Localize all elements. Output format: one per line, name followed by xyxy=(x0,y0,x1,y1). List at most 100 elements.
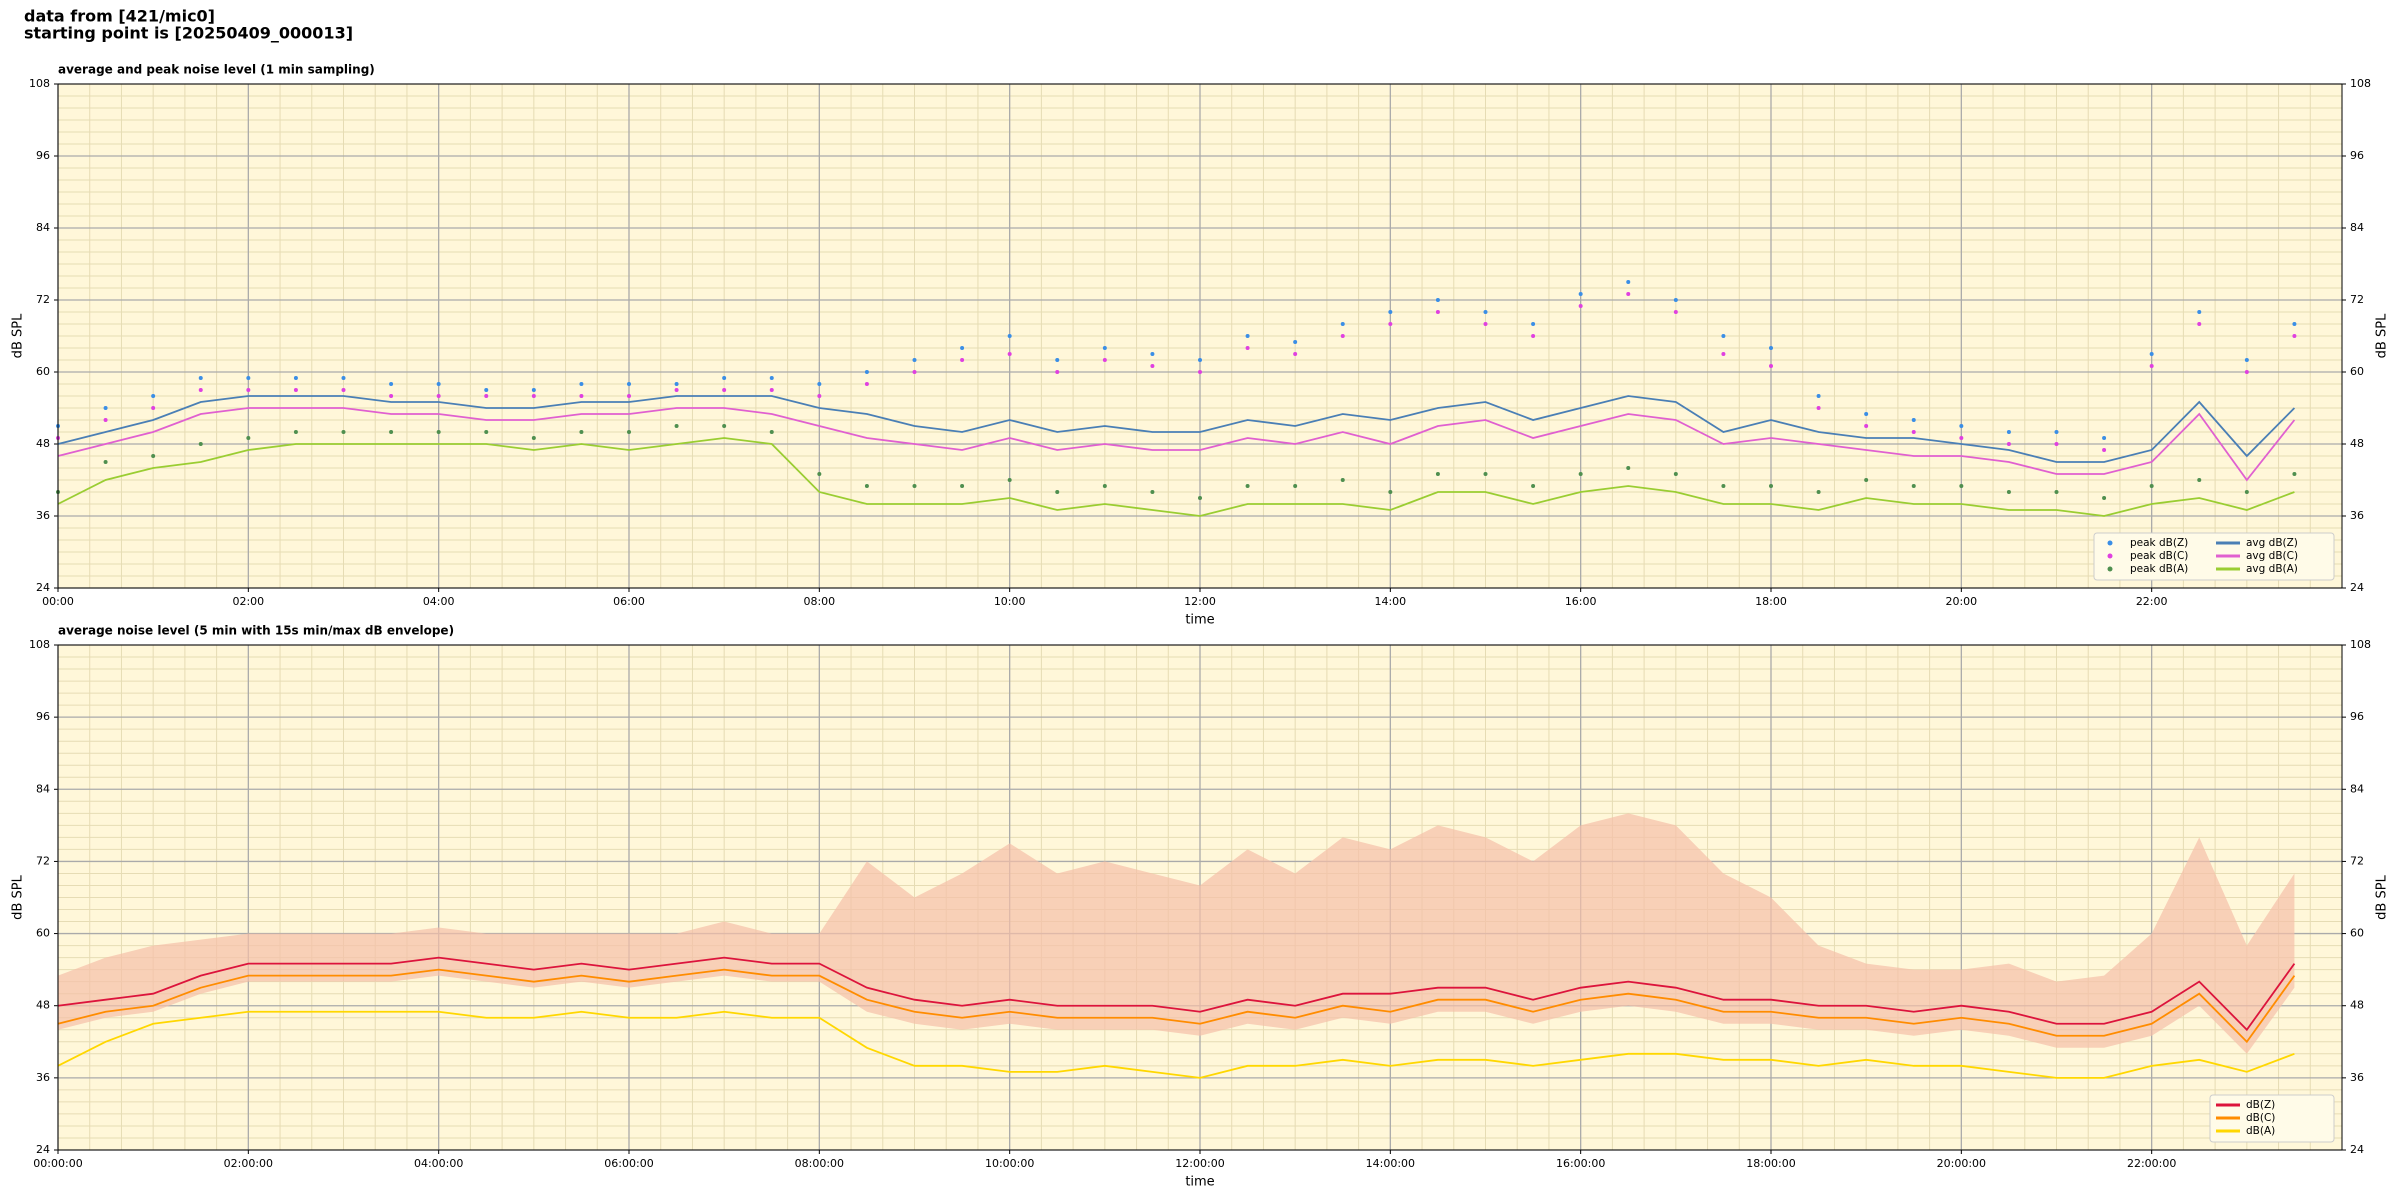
peak-point xyxy=(769,376,774,380)
y2-tick-label: 72 xyxy=(2350,293,2364,306)
peak-point xyxy=(1626,292,1631,296)
y-tick-label: 36 xyxy=(36,1071,50,1084)
peak-point xyxy=(1435,472,1440,476)
peak-point xyxy=(1102,358,1107,362)
peak-point xyxy=(912,484,917,488)
peak-point xyxy=(627,382,631,386)
peak-point xyxy=(579,382,584,386)
peak-point xyxy=(674,424,679,428)
peak-point xyxy=(864,484,869,488)
peak-point xyxy=(579,430,584,434)
peak-point xyxy=(2102,448,2107,452)
y2-axis-label: dB SPL xyxy=(2375,313,2390,358)
legend-box xyxy=(2093,532,2335,581)
peak-point xyxy=(1388,322,1393,326)
y-axis-label: dB SPL xyxy=(11,874,26,919)
peak-point xyxy=(1816,490,1821,494)
series-line xyxy=(57,956,2296,1032)
peak-point xyxy=(1198,358,1202,362)
peak-point xyxy=(2197,322,2202,326)
y-tick-label: 24 xyxy=(36,1143,50,1156)
y-axis-label: dB SPL xyxy=(11,313,26,358)
x-tick-label: 04:00:00 xyxy=(414,1157,463,1170)
peak-point xyxy=(2197,310,2202,314)
x-tick-label: 12:00:00 xyxy=(1175,1157,1224,1170)
peak-point xyxy=(103,406,108,410)
chart-title: average noise level (5 min with 15s min/… xyxy=(58,624,454,638)
peak-point xyxy=(1531,334,1536,338)
legend-label: avg dB(Z) xyxy=(2246,537,2298,549)
peak-point xyxy=(2197,478,2202,482)
y2-tick-label: 96 xyxy=(2350,710,2364,723)
peak-point xyxy=(1911,430,1916,434)
x-tick-label: 04:00 xyxy=(423,595,455,608)
peak-point xyxy=(2292,322,2297,326)
peak-point xyxy=(912,358,917,362)
x-tick-label: 20:00 xyxy=(1945,595,1977,608)
y-tick-label: 60 xyxy=(36,927,50,940)
envelope-area xyxy=(58,813,2295,1054)
peak-point xyxy=(1959,484,1964,488)
peak-point xyxy=(1435,298,1440,302)
y-tick-label: 60 xyxy=(36,365,50,378)
peak-point xyxy=(627,430,631,434)
peak-point xyxy=(1769,346,1773,350)
x-axis-label: time xyxy=(1185,613,1214,628)
peak-point xyxy=(2006,430,2011,434)
y-tick-label: 96 xyxy=(36,710,50,723)
peak-point xyxy=(722,388,727,392)
peak-point xyxy=(246,436,251,440)
peak-point xyxy=(1531,322,1536,326)
peak-point xyxy=(912,370,917,374)
peak-point xyxy=(1721,352,1726,356)
peak-point xyxy=(484,394,489,398)
peak-point xyxy=(389,430,394,434)
peak-point xyxy=(1864,478,1869,482)
peak-point xyxy=(1721,484,1726,488)
peak-point xyxy=(627,394,631,398)
header-line: data from [421/mic0] xyxy=(24,7,215,26)
peak-point xyxy=(1055,370,1060,374)
peak-point xyxy=(293,430,298,434)
peak-point xyxy=(769,388,774,392)
peak-point xyxy=(1816,406,1821,410)
peak-point xyxy=(960,484,965,488)
y2-tick-label: 36 xyxy=(2350,1071,2364,1084)
peak-point xyxy=(1578,292,1583,296)
peak-point xyxy=(1055,490,1060,494)
peak-point xyxy=(1816,394,1821,398)
peak-point xyxy=(579,394,584,398)
peak-point xyxy=(674,388,679,392)
y2-tick-label: 60 xyxy=(2350,927,2364,940)
x-tick-label: 00:00 xyxy=(42,595,74,608)
peak-point xyxy=(1293,352,1298,356)
y2-tick-label: 36 xyxy=(2350,509,2364,522)
peak-point xyxy=(1721,334,1726,338)
peak-point xyxy=(864,382,869,386)
y-tick-label: 108 xyxy=(29,77,50,90)
peak-point xyxy=(246,388,251,392)
legend-label: dB(A) xyxy=(2246,1125,2275,1137)
peak-point xyxy=(103,418,108,422)
peak-point xyxy=(436,430,441,434)
x-tick-label: 14:00:00 xyxy=(1366,1157,1415,1170)
series-line xyxy=(57,1010,2295,1079)
legend-label: dB(C) xyxy=(2246,1112,2275,1124)
peak-point xyxy=(246,376,251,380)
x-tick-label: 06:00:00 xyxy=(604,1157,653,1170)
legend-label: avg dB(C) xyxy=(2246,550,2298,562)
peak-point xyxy=(484,430,489,434)
peak-point xyxy=(1769,364,1773,368)
peak-point xyxy=(1150,364,1155,368)
peak-point xyxy=(1293,484,1298,488)
peak-point xyxy=(2054,430,2059,434)
peak-point xyxy=(1198,496,1202,500)
peak-point xyxy=(2292,472,2297,476)
peak-point xyxy=(1531,484,1536,488)
peak-point xyxy=(389,382,394,386)
peak-point xyxy=(722,424,727,428)
y2-tick-label: 96 xyxy=(2350,149,2364,162)
peak-point xyxy=(198,442,203,446)
x-tick-label: 16:00 xyxy=(1565,595,1597,608)
y2-tick-label: 108 xyxy=(2350,638,2371,651)
